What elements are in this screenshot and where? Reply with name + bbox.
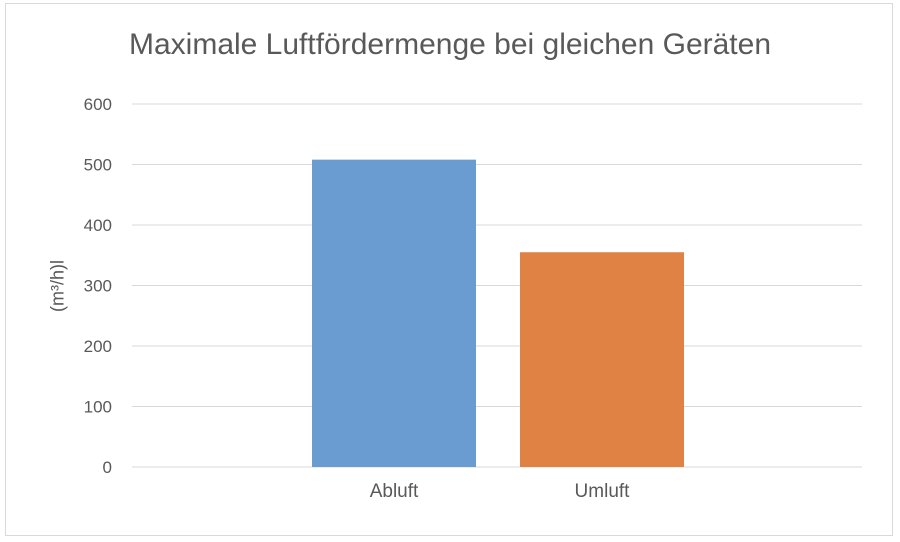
y-tick-label-400: 400 <box>84 216 112 235</box>
y-tick-label-200: 200 <box>84 337 112 356</box>
y-tick-label-500: 500 <box>84 156 112 175</box>
x-tick-label-umluft: Umluft <box>575 481 631 502</box>
bar-abluft <box>312 159 476 467</box>
chart-title: Maximale Luftfördermenge bei gleichen Ge… <box>128 28 772 61</box>
y-tick-label-100: 100 <box>84 398 112 417</box>
bar-umluft <box>520 252 684 467</box>
y-tick-label-300: 300 <box>84 277 112 296</box>
y-tick-label-0: 0 <box>103 458 112 477</box>
x-tick-label-abluft: Abluft <box>370 481 419 502</box>
y-tick-label-600: 600 <box>84 95 112 114</box>
